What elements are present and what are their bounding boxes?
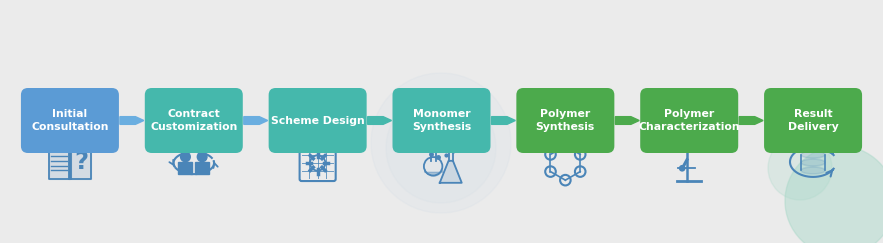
Text: Initial
Consultation: Initial Consultation (31, 109, 109, 132)
Ellipse shape (801, 151, 826, 158)
Polygon shape (195, 162, 209, 174)
Circle shape (785, 146, 883, 243)
Polygon shape (367, 117, 391, 124)
Text: Scheme Design: Scheme Design (271, 115, 365, 125)
Polygon shape (739, 117, 763, 124)
Polygon shape (71, 144, 91, 180)
Polygon shape (49, 144, 69, 180)
FancyBboxPatch shape (21, 88, 119, 153)
Polygon shape (492, 117, 516, 124)
Text: Monomer
Synthesis: Monomer Synthesis (411, 109, 472, 132)
Circle shape (181, 152, 190, 162)
Circle shape (680, 166, 685, 171)
FancyBboxPatch shape (145, 88, 243, 153)
FancyBboxPatch shape (393, 88, 490, 153)
Polygon shape (120, 117, 144, 124)
Ellipse shape (801, 159, 826, 166)
Text: Polymer
Characterization: Polymer Characterization (638, 109, 740, 132)
FancyBboxPatch shape (268, 88, 366, 153)
Circle shape (386, 93, 496, 203)
Polygon shape (178, 162, 192, 174)
Text: Contract
Customization: Contract Customization (150, 109, 238, 132)
Ellipse shape (801, 167, 826, 174)
Text: Result
Delivery: Result Delivery (788, 109, 839, 132)
FancyBboxPatch shape (764, 88, 862, 153)
Text: ?: ? (74, 150, 88, 174)
Circle shape (197, 152, 207, 162)
Text: Polymer
Synthesis: Polymer Synthesis (536, 109, 595, 132)
FancyBboxPatch shape (517, 88, 615, 153)
FancyBboxPatch shape (640, 88, 738, 153)
Polygon shape (615, 117, 639, 124)
Polygon shape (244, 117, 268, 124)
Circle shape (371, 73, 511, 213)
Circle shape (768, 136, 832, 200)
Polygon shape (440, 161, 462, 183)
